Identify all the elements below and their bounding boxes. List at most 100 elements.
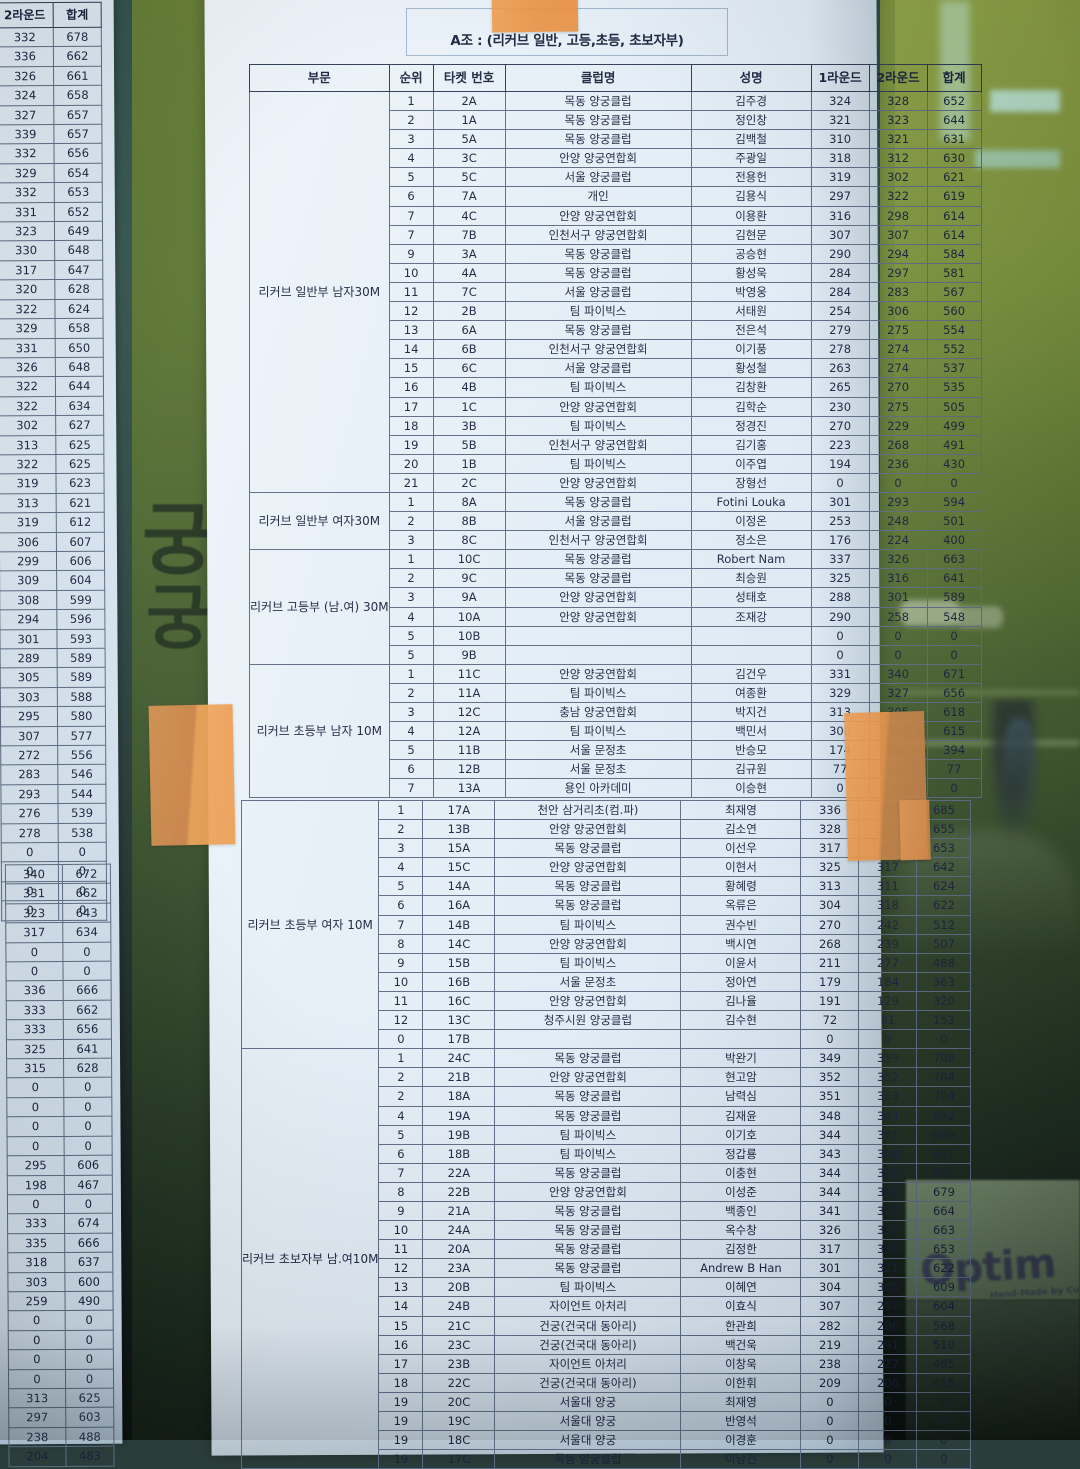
cell-club: 인천서구 양궁연합회 [504, 434, 692, 455]
cell-club: 팀 파이빅스 [494, 952, 682, 973]
cell-round2: 336 [858, 1162, 918, 1183]
cell-club: 건궁(건국대 동아리) [494, 1315, 682, 1336]
cell-rank: 18 [378, 1372, 424, 1393]
cell-round1: 344 [800, 1181, 860, 1202]
cell-total: 488 [916, 952, 972, 973]
cell-round2: 321 [868, 129, 928, 150]
cell-club: 팀 파이빅스 [504, 301, 692, 322]
table-row: 313 621 [0, 492, 105, 513]
cell-rank: 11 [378, 990, 424, 1012]
cell-total: 535 [926, 377, 982, 398]
cell-total: 537 [926, 358, 982, 379]
cell-total: 656 [63, 1019, 112, 1040]
cell-name: 반영석 [680, 1410, 802, 1432]
cell-rank: 15 [388, 358, 434, 379]
table-row: 7 4C 안양 양궁연합회 이용환 316 298 614 [250, 205, 982, 226]
cell-round2: 294 [868, 243, 928, 264]
cell-round2: 129 [858, 990, 918, 1012]
cell-target-no: 8A [432, 491, 506, 513]
cell-name: 이경훈 [680, 1430, 802, 1451]
cell-rank: 11 [378, 1239, 424, 1260]
table-row: 5 5C 서울 양궁클럽 전용헌 319 302 621 [250, 167, 982, 188]
cell-rank: 17 [378, 1353, 424, 1374]
cell-name: 백민서 [690, 721, 812, 742]
cell-round2: 335 [858, 1181, 918, 1202]
table-row: 7 7B 인천서구 양궁연합회 김현문 307 307 614 [250, 224, 982, 245]
cell-round2: 332 [0, 143, 55, 164]
cell-name: 이윤서 [680, 952, 802, 973]
cell-round2: 333 [7, 1213, 65, 1234]
left-sheet-table-1: 2라운드 합계 332 678 336 662 326 661 324 658 327 657 33… [0, 1, 108, 922]
cell-total: 656 [53, 143, 103, 164]
cell-target-no: 14C [422, 933, 496, 954]
table-row: 14 6B 인천서구 양궁연합회 이기풍 278 274 552 [250, 339, 982, 360]
division-cell: 리커브 일반부 남자30M [249, 91, 390, 493]
table-row: 2 21B 안양 양궁연합회 현고암 352 352 704 [242, 1067, 972, 1088]
cell-name: 김현문 [690, 224, 812, 245]
table-row: 259 490 [7, 1291, 114, 1312]
cell-total: 671 [926, 663, 982, 684]
cell-round1: 336 [800, 799, 860, 821]
cell-round1: 253 [810, 511, 870, 532]
cell-name: 정경진 [690, 415, 812, 436]
cell-rank: 7 [388, 224, 434, 245]
cell-club: 충남 양궁연합회 [504, 701, 692, 723]
cell-club: 목동 양궁클럽 [504, 262, 692, 283]
results-table-a: 부문 순위 타켓 번호 클럽명 성명 1라운드 2라운드 합계 리커브 일반부 … [249, 64, 982, 799]
cell-target-no: 9A [432, 587, 506, 608]
cell-target-no: 24C [422, 1048, 496, 1069]
cell-round1: 310 [810, 129, 870, 150]
cell-round2: 317 [5, 922, 63, 943]
cell-name: 공승현 [690, 243, 812, 264]
cell-target-no: 9C [432, 568, 506, 589]
cell-name: 정아연 [680, 971, 802, 992]
table-row: 2 11A 팀 파이빅스 여종환 329 327 656 [250, 682, 982, 704]
cell-round1: 176 [810, 530, 870, 551]
cell-name: 이남건 [680, 1449, 802, 1469]
column-header-round1: 1라운드 [810, 64, 870, 92]
cell-round2: 0 [868, 644, 928, 665]
column-header-round2: 2라운드 [0, 2, 54, 28]
cell-round1: 319 [810, 167, 870, 188]
cell-name: 김정한 [680, 1239, 802, 1260]
cell-round2: 236 [868, 453, 928, 474]
cell-total: 662 [62, 883, 111, 904]
cell-club: 안양 양궁연합회 [494, 819, 682, 840]
cell-total: 604 [56, 570, 105, 591]
cell-target-no: 1A [432, 110, 506, 131]
cell-rank: 7 [388, 778, 434, 799]
cell-round1: 349 [800, 1048, 860, 1069]
cell-round2: 325 [6, 1039, 64, 1059]
cell-club: 안양 양궁연합회 [504, 587, 692, 608]
cell-round1: 179 [800, 971, 860, 992]
cell-rank: 15 [378, 1315, 424, 1336]
cell-total: 548 [926, 606, 982, 627]
cell-round2: 275 [868, 320, 928, 341]
cell-target-no: 4B [432, 377, 506, 398]
cell-name: 권수빈 [680, 914, 802, 935]
cell-rank: 6 [388, 186, 434, 207]
cell-rank: 1 [388, 491, 434, 513]
cell-total: 648 [55, 357, 104, 377]
column-header-rank: 순위 [388, 64, 434, 92]
cell-club: 서울 문정초 [504, 759, 692, 780]
cell-round2: 323 [858, 1200, 918, 1222]
cell-round2: 239 [858, 933, 918, 954]
cell-rank: 5 [378, 1124, 424, 1145]
cell-total: 589 [926, 587, 982, 608]
cell-round2: 331 [5, 883, 63, 904]
table-row: 3 5A 목동 양궁클럽 김백철 310 321 631 [250, 129, 982, 150]
cell-rank: 12 [388, 301, 434, 322]
cell-total: 708 [916, 1048, 972, 1069]
cell-round2: 277 [858, 952, 918, 973]
cell-target-no: 13B [422, 819, 496, 840]
table-row: 6 18B 팀 파이빅스 정갑룡 343 344 687 [242, 1143, 972, 1164]
cell-round2: 227 [858, 1353, 918, 1374]
cell-club: 안양 양궁연합회 [504, 148, 692, 169]
cell-club: 목동 양궁클럽 [494, 1086, 682, 1107]
cell-round2: 322 [0, 396, 56, 416]
paper-shadow-bottom [0, 1323, 123, 1445]
cell-round2: 291 [858, 1334, 918, 1355]
cell-name: 반승모 [690, 740, 812, 761]
cell-total: 621 [926, 167, 982, 188]
